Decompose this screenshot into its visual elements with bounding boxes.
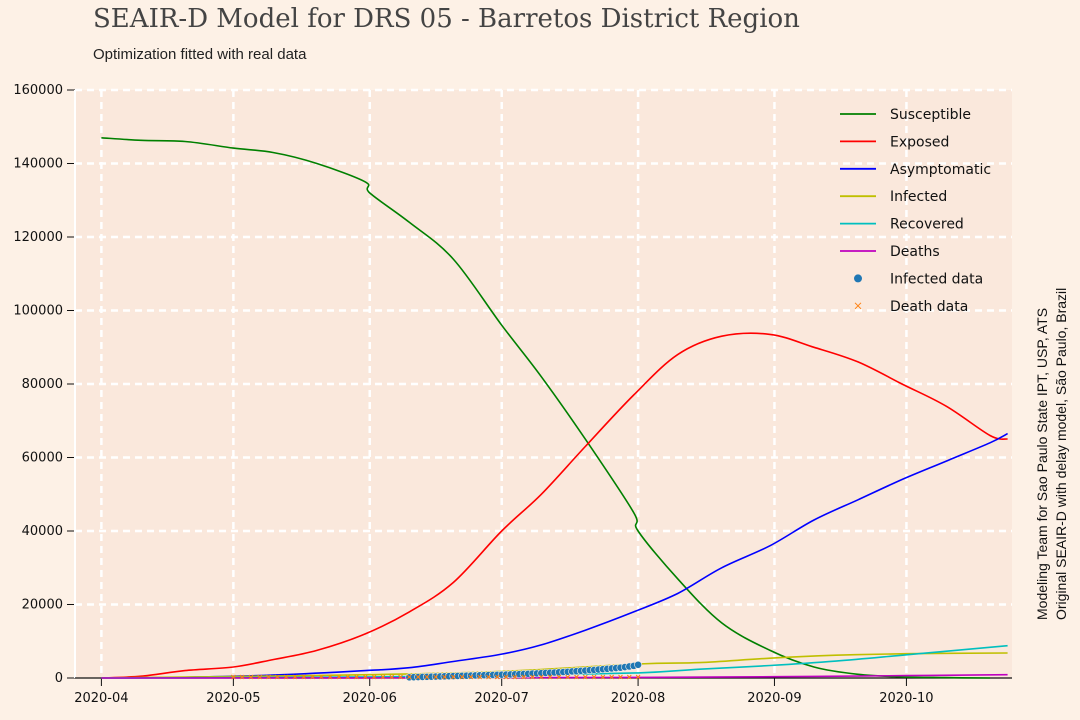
legend: Susceptible Exposed Asymptomatic Infected Re… [840, 107, 991, 315]
x-tick-label: 2020-07 [475, 691, 529, 706]
y-tick-label: 0 [55, 671, 63, 686]
grid-lines [75, 88, 1012, 678]
point-death-data [459, 674, 465, 680]
y-tick-label: 100000 [13, 304, 63, 319]
chart-title: SEAIR-D Model for DRS 05 - Barretos Dist… [93, 4, 800, 34]
legend-swatch-infected-data [854, 274, 862, 283]
point-death-data [406, 674, 412, 680]
point-death-data [310, 674, 315, 680]
x-tick-label: 2020-06 [343, 691, 397, 706]
point-death-data [415, 674, 421, 680]
point-death-data [547, 674, 553, 680]
point-death-data [275, 674, 280, 680]
legend-label-asymptomatic: Asymptomatic [890, 162, 991, 178]
y-tick-label: 80000 [22, 377, 63, 392]
point-death-data [371, 674, 377, 680]
point-death-data [433, 674, 439, 680]
y-tick-label: 120000 [13, 230, 63, 245]
point-death-data [591, 674, 597, 680]
point-death-data [530, 674, 535, 680]
point-death-data [565, 674, 571, 680]
point-death-data [248, 674, 254, 680]
point-death-data [336, 674, 342, 680]
legend-label-infected-data: Infected data [890, 271, 983, 287]
point-death-data [283, 674, 289, 680]
point-death-data [556, 674, 562, 680]
point-death-data [389, 674, 395, 680]
point-death-data [327, 674, 333, 680]
chart-subtitle: Optimization fitted with real data [93, 46, 307, 63]
point-death-data [345, 674, 351, 680]
x-tick-label: 2020-05 [206, 691, 260, 706]
point-death-data [618, 674, 623, 680]
point-death-data [486, 674, 491, 680]
point-death-data [442, 674, 447, 680]
y-tick-label: 140000 [13, 157, 63, 172]
legend-label-infected: Infected [890, 189, 947, 205]
point-death-data [626, 674, 632, 680]
point-death-data [301, 674, 307, 680]
point-death-data [503, 674, 509, 680]
point-death-data [582, 674, 588, 680]
point-death-data [362, 674, 368, 680]
credit-line-2: Original SEAIR-D with delay model, São P… [1053, 288, 1069, 620]
y-tick-label: 160000 [13, 83, 63, 98]
legend-label-deaths: Deaths [890, 244, 940, 260]
series-exposed [101, 332, 1008, 679]
x-tick-label: 2020-04 [74, 691, 128, 706]
legend-label-recovered: Recovered [890, 217, 964, 233]
legend-label-susceptible: Susceptible [890, 107, 971, 123]
point-death-data [239, 674, 245, 680]
point-death-data [266, 674, 271, 680]
point-death-data [538, 674, 544, 680]
point-death-data [380, 674, 386, 680]
credit-line-1: Modeling Team for Sao Paulo State IPT, U… [1034, 308, 1050, 620]
series-asymptomatic [101, 432, 1008, 679]
point-death-data [477, 674, 483, 680]
point-death-data [609, 674, 615, 680]
point-death-data [574, 674, 579, 680]
x-tick-label: 2020-10 [879, 691, 933, 706]
legend-label-death-data: Death data [890, 299, 968, 315]
point-death-data [521, 674, 527, 680]
credits: Modeling Team for Sao Paulo State IPT, U… [1034, 288, 1069, 620]
series-susceptible [101, 137, 991, 679]
point-death-data [318, 674, 324, 680]
point-death-data [600, 674, 606, 680]
point-death-data [424, 674, 430, 680]
legend-label-exposed: Exposed [890, 134, 949, 150]
x-tick-label: 2020-09 [747, 691, 801, 706]
point-death-data [450, 674, 456, 680]
y-tick-label: 20000 [22, 598, 63, 613]
point-death-data [512, 674, 518, 680]
y-tick-label: 40000 [22, 524, 63, 539]
point-death-data [494, 674, 500, 680]
point-death-data [292, 674, 298, 680]
point-death-data [398, 674, 403, 680]
point-death-data [257, 674, 263, 680]
legend-swatch-death-data [854, 302, 862, 310]
point-death-data [231, 674, 236, 680]
y-tick-label: 60000 [22, 451, 63, 466]
x-tick-label: 2020-08 [611, 691, 665, 706]
point-death-data [635, 674, 641, 680]
series-layer [101, 137, 1008, 682]
point-death-data [354, 674, 359, 680]
point-death-data [468, 674, 474, 680]
point-infected-data [634, 660, 642, 669]
